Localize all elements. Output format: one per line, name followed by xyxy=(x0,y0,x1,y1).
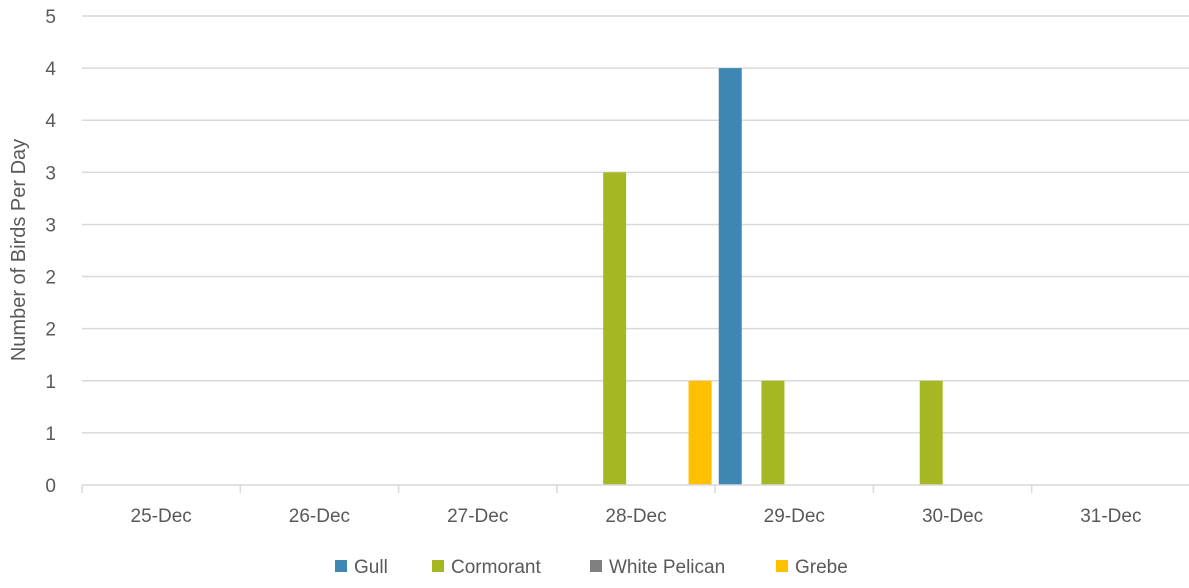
bar-cormorant-28-dec xyxy=(603,172,627,486)
x-axis: 25-Dec 26-Dec 27-Dec 28-Dec 29-Dec 30-Dec 31-D… xyxy=(81,484,1189,527)
y-tick-label: 1 xyxy=(45,372,56,393)
legend-label-white-pelican: White Pelican xyxy=(609,557,725,578)
bar-cormorant-29-dec xyxy=(761,380,785,485)
x-tick-label: 30-Dec xyxy=(922,506,983,527)
y-tick-label: 2 xyxy=(45,268,56,289)
y-tick-label: 1 xyxy=(45,424,56,445)
y-axis-ticks: 0 1 1 2 2 3 3 4 4 5 xyxy=(45,7,56,497)
legend-label-grebe: Grebe xyxy=(795,557,848,578)
y-tick-label: 2 xyxy=(45,320,56,341)
y-tick-label: 3 xyxy=(45,215,56,236)
legend-label-gull: Gull xyxy=(354,557,388,578)
x-tick-label: 28-Dec xyxy=(605,506,666,527)
y-tick-label: 0 xyxy=(45,476,56,497)
legend-swatch-grebe xyxy=(776,560,788,572)
x-tick-label: 29-Dec xyxy=(764,506,825,527)
x-tick-label: 26-Dec xyxy=(289,506,350,527)
legend-swatch-cormorant xyxy=(432,560,444,572)
x-tick-label: 27-Dec xyxy=(447,506,508,527)
bar-grebe-28-dec xyxy=(688,380,712,485)
bar-gull-29-dec xyxy=(718,68,742,485)
bar-cormorant-30-dec xyxy=(919,380,943,485)
legend-swatch-gull xyxy=(335,560,347,572)
y-tick-label: 3 xyxy=(45,163,56,184)
legend: Gull Cormorant White Pelican Grebe xyxy=(335,557,848,578)
x-tick-label: 25-Dec xyxy=(131,506,192,527)
legend-swatch-white-pelican xyxy=(590,560,602,572)
x-tick-label: 31-Dec xyxy=(1080,506,1141,527)
bars xyxy=(603,68,943,486)
legend-label-cormorant: Cormorant xyxy=(451,557,541,578)
y-axis-title: Number of Birds Per Day xyxy=(8,139,30,361)
grid-lines xyxy=(82,15,1189,434)
y-tick-label: 4 xyxy=(45,111,56,132)
y-tick-label: 5 xyxy=(45,7,56,28)
y-tick-label: 4 xyxy=(45,59,56,80)
